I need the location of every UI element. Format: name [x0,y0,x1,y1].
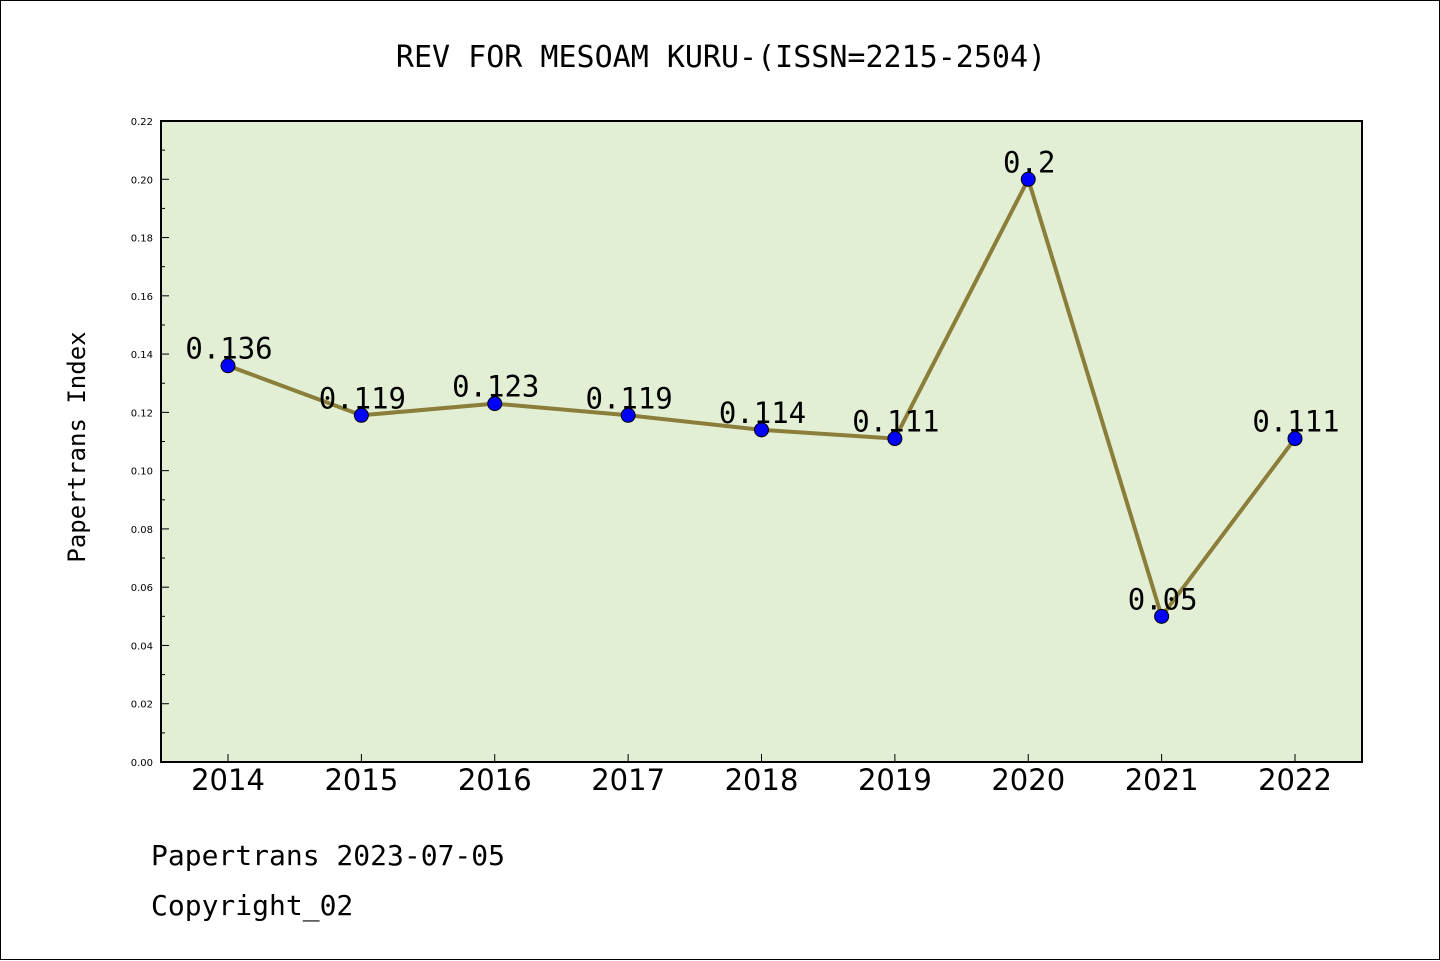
data-point [754,422,769,438]
y-tick-label: 0.20 [131,175,153,186]
data-point [1020,171,1036,187]
x-tick-label: 2014 [191,763,265,797]
x-tick-label: 2015 [324,763,398,797]
y-tick-label: 0.16 [131,292,153,303]
plot-area [161,121,1362,762]
y-tick-label: 0.04 [131,641,153,652]
data-label: 0.111 [852,405,939,439]
data-point [353,407,369,423]
data-point [887,431,903,447]
data-label: 0.114 [719,396,806,430]
y-tick-label: 0.14 [131,350,153,361]
data-point [620,407,636,423]
data-label: 0.123 [452,370,539,404]
x-tick-label: 2021 [1125,763,1199,797]
x-tick-label: 2017 [591,763,665,797]
data-point [487,396,503,412]
x-tick-label: 2022 [1258,763,1332,797]
y-tick-label: 0.08 [131,525,153,536]
y-tick-label: 0.06 [131,583,153,594]
data-point [220,358,236,374]
x-tick-label: 2018 [725,763,799,797]
data-label: 0.136 [185,332,272,366]
footer-date: Papertrans 2023-07-05 [151,839,505,872]
y-tick-label: 0.22 [131,117,153,128]
x-tick-label: 2020 [991,763,1065,797]
x-tick-label: 2016 [458,763,532,797]
data-label: 0.05 [1128,582,1198,616]
axis-ticks: 0.00 0.02 0.04 0.06 0.08 0.10 0.12 0.14 0.16 0.18… [131,117,1332,797]
data-point [1287,431,1303,447]
y-tick-label: 0.18 [131,234,153,245]
y-tick-label: 0.02 [131,700,153,711]
y-tick-label: 0.00 [131,758,153,769]
footer-copyright: Copyright_02 [151,889,353,923]
data-label: 0.2 [1003,145,1055,179]
data-label: 0.111 [1252,405,1339,439]
plot-border [160,120,1363,763]
series-layer: 0.136 0.119 0.123 0.119 0.114 0.111 0.2 0.05 0.1… [185,145,1340,624]
chart-title: REV FOR MESOAM KURU-(ISSN=2215-2504) [396,40,1046,75]
y-tick-label: 0.10 [131,467,153,478]
data-point [1154,608,1170,624]
y-axis-label: Papertrans Index [63,331,91,562]
x-tick-label: 2019 [858,763,932,797]
data-label: 0.119 [585,381,672,415]
y-tick-label: 0.12 [131,408,153,419]
data-label: 0.119 [319,381,406,415]
